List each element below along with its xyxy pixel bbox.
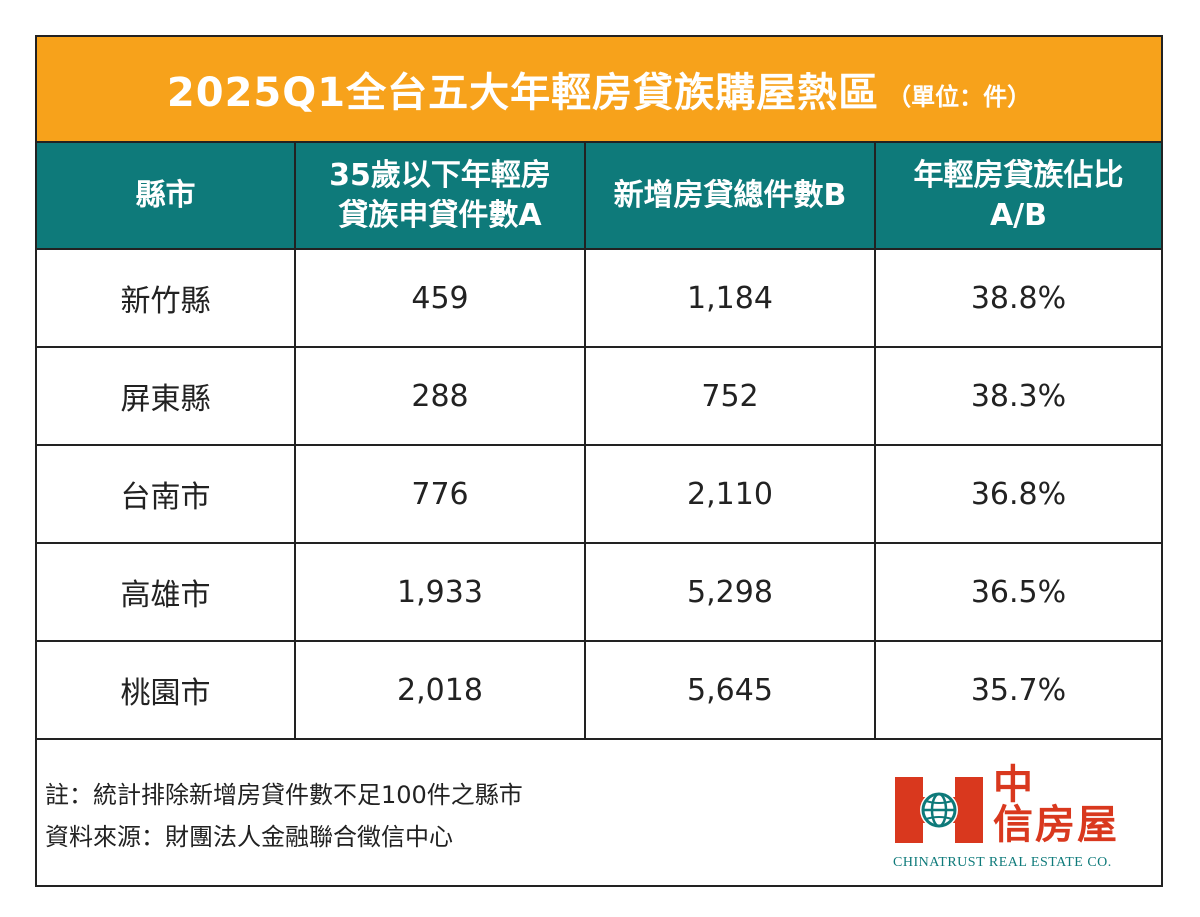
header-total-count: 新增房貸總件數B [584, 143, 876, 250]
cell-city: 屏東縣 [37, 346, 296, 446]
table-frame: 2025Q1全台五大年輕房貸族購屋熱區 （單位：件） 縣市 35歲以下年輕房 貸… [35, 35, 1163, 887]
header-young-count-line1: 35歲以下年輕房 [329, 157, 551, 193]
chinatrust-logo-mark-icon [895, 777, 983, 843]
header-young-count: 35歲以下年輕房 貸族申貸件數A [294, 143, 586, 250]
table-row: 高雄市 1,933 5,298 36.5% [37, 542, 1161, 642]
table-row: 台南市 776 2,110 36.8% [37, 444, 1161, 544]
header-ratio-line2: A/B [989, 197, 1048, 233]
chinatrust-logo: 中 信房屋 CHINATRUST REAL ESTATE CO. [893, 761, 1133, 881]
cell-total-count: 2,110 [584, 444, 876, 544]
header-city: 縣市 [37, 143, 296, 250]
header-ratio-line1: 年輕房貸族佔比 [913, 157, 1124, 193]
cell-young-count: 776 [294, 444, 586, 544]
cell-ratio: 36.5% [874, 542, 1161, 642]
header-total-count-line1: 新增房貸總件數B [613, 177, 847, 213]
header-ratio: 年輕房貸族佔比 A/B [874, 143, 1161, 250]
logo-text-zh-2: 信房屋 [993, 802, 1119, 848]
data-source: 資料來源：財團法人金融聯合徵信中心 [45, 823, 453, 851]
table-row: 新竹縣 459 1,184 38.8% [37, 248, 1161, 348]
cell-city: 桃園市 [37, 640, 296, 740]
cell-ratio: 38.8% [874, 248, 1161, 348]
cell-ratio: 35.7% [874, 640, 1161, 740]
header-city-line1: 縣市 [135, 177, 196, 213]
chart-title: 2025Q1全台五大年輕房貸族購屋熱區 [166, 70, 880, 116]
cell-ratio: 36.8% [874, 444, 1161, 544]
cell-total-count: 5,645 [584, 640, 876, 740]
logo-text-zh-1: 中 [993, 762, 1033, 808]
header-row: 縣市 35歲以下年輕房 貸族申貸件數A 新增房貸總件數B 年輕房貸族佔比 A/B [37, 143, 1161, 250]
cell-total-count: 5,298 [584, 542, 876, 642]
header-young-count-line2: 貸族申貸件數A [338, 197, 542, 233]
cell-young-count: 459 [294, 248, 586, 348]
cell-total-count: 1,184 [584, 248, 876, 348]
footnote: 註：統計排除新增房貸件數不足100件之縣市 [45, 781, 523, 809]
logo-text-en: CHINATRUST REAL ESTATE CO. [893, 855, 1112, 870]
cell-ratio: 38.3% [874, 346, 1161, 446]
title-bar: 2025Q1全台五大年輕房貸族購屋熱區 （單位：件） [37, 37, 1161, 143]
cell-young-count: 1,933 [294, 542, 586, 642]
data-table: 縣市 35歲以下年輕房 貸族申貸件數A 新增房貸總件數B 年輕房貸族佔比 A/B… [37, 143, 1161, 740]
table-row: 屏東縣 288 752 38.3% [37, 346, 1161, 446]
cell-city: 高雄市 [37, 542, 296, 642]
unit-label: （單位：件） [887, 82, 1032, 111]
cell-young-count: 2,018 [294, 640, 586, 740]
cell-total-count: 752 [584, 346, 876, 446]
cell-city: 新竹縣 [37, 248, 296, 348]
table-row: 桃園市 2,018 5,645 35.7% [37, 640, 1161, 740]
footer: 註：統計排除新增房貸件數不足100件之縣市 資料來源：財團法人金融聯合徵信中心 … [37, 741, 1161, 885]
cell-young-count: 288 [294, 346, 586, 446]
cell-city: 台南市 [37, 444, 296, 544]
